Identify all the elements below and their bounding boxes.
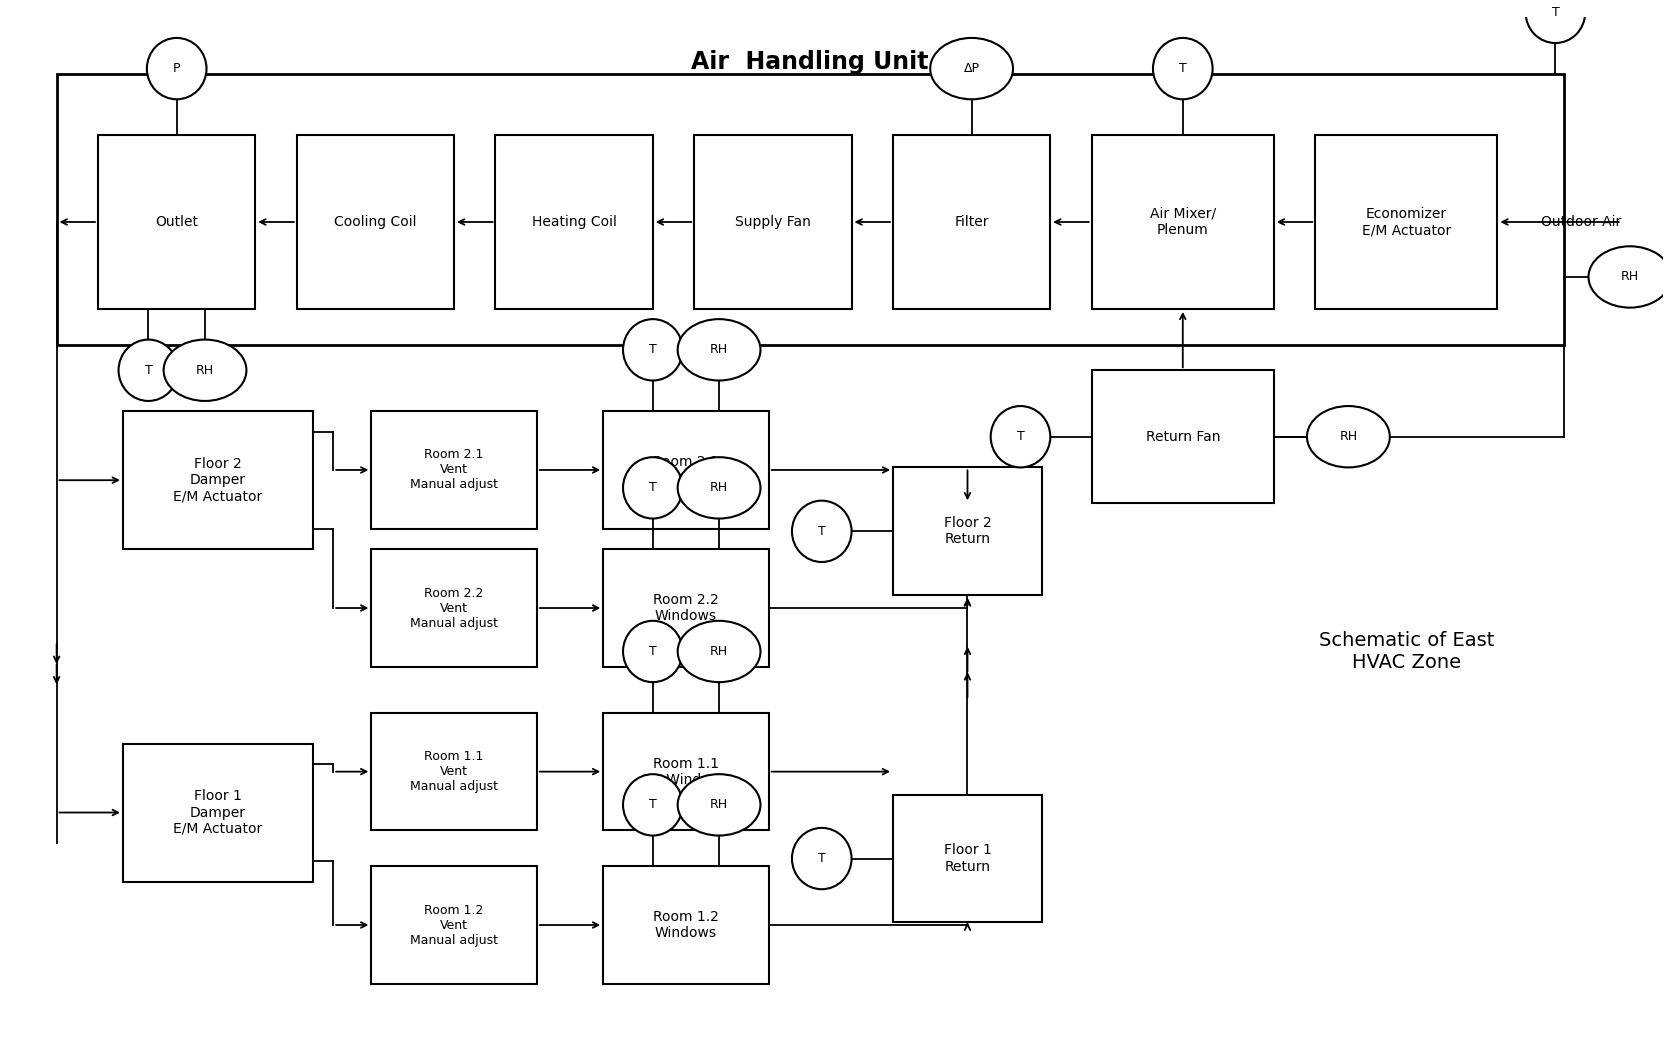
FancyBboxPatch shape bbox=[603, 866, 768, 984]
Text: RH: RH bbox=[710, 482, 728, 494]
Text: Economizer
E/M Actuator: Economizer E/M Actuator bbox=[1361, 207, 1451, 237]
Ellipse shape bbox=[792, 828, 852, 889]
FancyBboxPatch shape bbox=[371, 411, 536, 529]
Text: P: P bbox=[174, 62, 180, 75]
Text: Return Fan: Return Fan bbox=[1146, 429, 1221, 444]
Ellipse shape bbox=[678, 458, 760, 518]
FancyBboxPatch shape bbox=[893, 135, 1050, 309]
FancyBboxPatch shape bbox=[695, 135, 852, 309]
Text: Room 1.2
Windows: Room 1.2 Windows bbox=[653, 910, 718, 940]
FancyBboxPatch shape bbox=[603, 550, 768, 667]
Text: Floor 2
Return: Floor 2 Return bbox=[944, 516, 992, 547]
Text: RH: RH bbox=[710, 799, 728, 811]
Ellipse shape bbox=[930, 38, 1014, 99]
Text: T: T bbox=[1017, 430, 1024, 443]
Ellipse shape bbox=[623, 319, 683, 380]
Text: T: T bbox=[1179, 62, 1187, 75]
Ellipse shape bbox=[1588, 246, 1670, 308]
FancyBboxPatch shape bbox=[496, 135, 653, 309]
Text: RH: RH bbox=[710, 645, 728, 658]
Text: Room 1.2
Vent
Manual adjust: Room 1.2 Vent Manual adjust bbox=[411, 904, 498, 946]
Ellipse shape bbox=[147, 38, 207, 99]
FancyBboxPatch shape bbox=[893, 467, 1042, 596]
Text: ΔP: ΔP bbox=[964, 62, 980, 75]
Ellipse shape bbox=[623, 774, 683, 836]
Ellipse shape bbox=[119, 339, 179, 401]
Text: Floor 1
Damper
E/M Actuator: Floor 1 Damper E/M Actuator bbox=[174, 789, 262, 836]
Text: Filter: Filter bbox=[954, 215, 989, 229]
FancyBboxPatch shape bbox=[124, 411, 314, 550]
Ellipse shape bbox=[678, 774, 760, 836]
Text: Room 2.2
Vent
Manual adjust: Room 2.2 Vent Manual adjust bbox=[411, 586, 498, 629]
Ellipse shape bbox=[990, 406, 1050, 467]
Ellipse shape bbox=[164, 339, 247, 401]
Ellipse shape bbox=[1308, 406, 1389, 467]
Text: Room 2.2
Windows: Room 2.2 Windows bbox=[653, 593, 718, 623]
Ellipse shape bbox=[623, 458, 683, 518]
FancyBboxPatch shape bbox=[1316, 135, 1498, 309]
Ellipse shape bbox=[678, 319, 760, 380]
Text: RH: RH bbox=[710, 343, 728, 356]
FancyBboxPatch shape bbox=[99, 135, 256, 309]
Text: Outdoor Air: Outdoor Air bbox=[1541, 215, 1622, 229]
FancyBboxPatch shape bbox=[1092, 371, 1274, 504]
Text: T: T bbox=[818, 525, 825, 538]
Text: Air  Handling Unit: Air Handling Unit bbox=[691, 50, 929, 74]
Text: Room 2.1
Vent
Manual adjust: Room 2.1 Vent Manual adjust bbox=[411, 448, 498, 491]
Text: T: T bbox=[145, 363, 152, 377]
FancyBboxPatch shape bbox=[893, 795, 1042, 922]
Text: RH: RH bbox=[195, 363, 214, 377]
Text: Heating Coil: Heating Coil bbox=[531, 215, 616, 229]
Text: T: T bbox=[650, 645, 656, 658]
Text: Schematic of East
HVAC Zone: Schematic of East HVAC Zone bbox=[1319, 631, 1495, 672]
Text: T: T bbox=[650, 799, 656, 811]
Text: Room 1.1
No Windows: Room 1.1 No Windows bbox=[643, 757, 728, 786]
FancyBboxPatch shape bbox=[297, 135, 454, 309]
FancyBboxPatch shape bbox=[603, 713, 768, 830]
Text: Room 1.1
Vent
Manual adjust: Room 1.1 Vent Manual adjust bbox=[411, 750, 498, 794]
FancyBboxPatch shape bbox=[57, 73, 1563, 344]
Ellipse shape bbox=[1152, 38, 1212, 99]
Text: Air Mixer/
Plenum: Air Mixer/ Plenum bbox=[1149, 207, 1216, 237]
Text: Cooling Coil: Cooling Coil bbox=[334, 215, 418, 229]
Ellipse shape bbox=[623, 621, 683, 683]
Ellipse shape bbox=[1526, 0, 1585, 43]
Text: T: T bbox=[1551, 6, 1560, 19]
Text: T: T bbox=[818, 852, 825, 865]
FancyBboxPatch shape bbox=[371, 713, 536, 830]
Text: RH: RH bbox=[1339, 430, 1358, 443]
FancyBboxPatch shape bbox=[603, 411, 768, 529]
FancyBboxPatch shape bbox=[371, 550, 536, 667]
Text: RH: RH bbox=[1622, 270, 1638, 284]
Text: T: T bbox=[650, 343, 656, 356]
FancyBboxPatch shape bbox=[1092, 135, 1274, 309]
FancyBboxPatch shape bbox=[124, 743, 314, 882]
Ellipse shape bbox=[678, 621, 760, 683]
Ellipse shape bbox=[792, 500, 852, 562]
Text: T: T bbox=[650, 482, 656, 494]
Text: Room 2.1
Window: Room 2.1 Window bbox=[653, 454, 718, 485]
Text: Floor 2
Damper
E/M Actuator: Floor 2 Damper E/M Actuator bbox=[174, 456, 262, 504]
FancyBboxPatch shape bbox=[371, 866, 536, 984]
Text: Supply Fan: Supply Fan bbox=[735, 215, 812, 229]
Text: Floor 1
Return: Floor 1 Return bbox=[944, 844, 992, 873]
Text: Outlet: Outlet bbox=[155, 215, 199, 229]
